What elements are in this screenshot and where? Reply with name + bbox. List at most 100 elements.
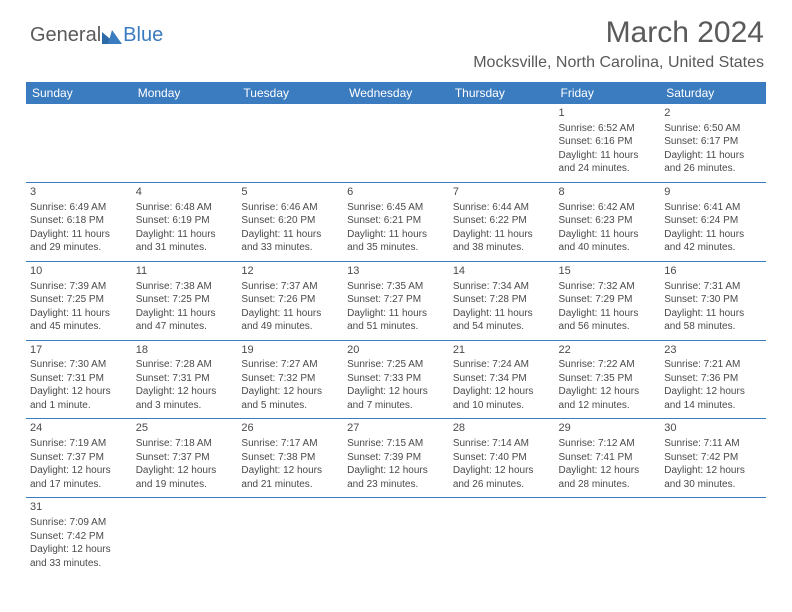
brand-logo: General Blue (30, 24, 163, 47)
day-day1: Daylight: 11 hours (347, 228, 445, 242)
day-sunset: Sunset: 7:25 PM (136, 293, 234, 307)
day-sunset: Sunset: 6:22 PM (453, 214, 551, 228)
day-day1: Daylight: 11 hours (559, 228, 657, 242)
logo-text-general: General (30, 24, 101, 47)
calendar-cell: 3Sunrise: 6:49 AMSunset: 6:18 PMDaylight… (26, 182, 132, 261)
day-day1: Daylight: 11 hours (664, 149, 762, 163)
day-sunrise: Sunrise: 7:30 AM (30, 358, 128, 372)
day-day1: Daylight: 12 hours (241, 464, 339, 478)
day-day2: and 38 minutes. (453, 241, 551, 255)
day-day1: Daylight: 12 hours (559, 385, 657, 399)
day-day2: and 58 minutes. (664, 320, 762, 334)
day-sunset: Sunset: 7:39 PM (347, 451, 445, 465)
day-number: 10 (30, 264, 128, 279)
day-sunset: Sunset: 7:38 PM (241, 451, 339, 465)
calendar-cell: 8Sunrise: 6:42 AMSunset: 6:23 PMDaylight… (555, 182, 661, 261)
calendar-cell: 29Sunrise: 7:12 AMSunset: 7:41 PMDayligh… (555, 419, 661, 498)
day-day2: and 26 minutes. (664, 162, 762, 176)
day-sunset: Sunset: 6:20 PM (241, 214, 339, 228)
day-sunrise: Sunrise: 7:35 AM (347, 280, 445, 294)
day-day2: and 24 minutes. (559, 162, 657, 176)
day-number: 7 (453, 185, 551, 200)
day-day1: Daylight: 11 hours (559, 307, 657, 321)
day-number: 21 (453, 343, 551, 358)
calendar-cell: 15Sunrise: 7:32 AMSunset: 7:29 PMDayligh… (555, 261, 661, 340)
day-number: 16 (664, 264, 762, 279)
day-day1: Daylight: 12 hours (347, 464, 445, 478)
day-sunset: Sunset: 7:40 PM (453, 451, 551, 465)
day-sunset: Sunset: 7:31 PM (136, 372, 234, 386)
day-sunrise: Sunrise: 7:12 AM (559, 437, 657, 451)
day-sunrise: Sunrise: 7:19 AM (30, 437, 128, 451)
day-number: 28 (453, 421, 551, 436)
calendar-cell: 4Sunrise: 6:48 AMSunset: 6:19 PMDaylight… (132, 182, 238, 261)
day-sunset: Sunset: 6:19 PM (136, 214, 234, 228)
day-day1: Daylight: 12 hours (664, 464, 762, 478)
calendar-row: 17Sunrise: 7:30 AMSunset: 7:31 PMDayligh… (26, 340, 766, 419)
day-number: 9 (664, 185, 762, 200)
day-day1: Daylight: 11 hours (241, 228, 339, 242)
day-day2: and 29 minutes. (30, 241, 128, 255)
calendar-cell: 9Sunrise: 6:41 AMSunset: 6:24 PMDaylight… (660, 182, 766, 261)
day-sunrise: Sunrise: 7:39 AM (30, 280, 128, 294)
day-sunrise: Sunrise: 7:31 AM (664, 280, 762, 294)
day-number: 3 (30, 185, 128, 200)
day-day2: and 12 minutes. (559, 399, 657, 413)
calendar-cell (449, 104, 555, 182)
calendar-cell (237, 498, 343, 576)
day-sunset: Sunset: 6:16 PM (559, 135, 657, 149)
calendar-cell (343, 498, 449, 576)
day-sunrise: Sunrise: 6:44 AM (453, 201, 551, 215)
day-header: Sunday (26, 82, 132, 104)
day-sunset: Sunset: 7:30 PM (664, 293, 762, 307)
day-number: 1 (559, 106, 657, 121)
day-sunset: Sunset: 7:32 PM (241, 372, 339, 386)
calendar-cell: 23Sunrise: 7:21 AMSunset: 7:36 PMDayligh… (660, 340, 766, 419)
calendar-body: 1Sunrise: 6:52 AMSunset: 6:16 PMDaylight… (26, 104, 766, 576)
day-sunrise: Sunrise: 6:50 AM (664, 122, 762, 136)
calendar-cell (660, 498, 766, 576)
day-sunset: Sunset: 7:34 PM (453, 372, 551, 386)
day-sunrise: Sunrise: 7:28 AM (136, 358, 234, 372)
calendar-cell: 27Sunrise: 7:15 AMSunset: 7:39 PMDayligh… (343, 419, 449, 498)
day-number: 13 (347, 264, 445, 279)
calendar-cell: 10Sunrise: 7:39 AMSunset: 7:25 PMDayligh… (26, 261, 132, 340)
day-day2: and 45 minutes. (30, 320, 128, 334)
day-day2: and 35 minutes. (347, 241, 445, 255)
day-day1: Daylight: 11 hours (136, 307, 234, 321)
day-header: Thursday (449, 82, 555, 104)
day-day2: and 47 minutes. (136, 320, 234, 334)
day-sunrise: Sunrise: 7:32 AM (559, 280, 657, 294)
day-day1: Daylight: 11 hours (664, 228, 762, 242)
day-number: 4 (136, 185, 234, 200)
day-sunrise: Sunrise: 7:38 AM (136, 280, 234, 294)
day-number: 26 (241, 421, 339, 436)
day-day2: and 23 minutes. (347, 478, 445, 492)
day-day1: Daylight: 11 hours (453, 228, 551, 242)
day-number: 24 (30, 421, 128, 436)
day-sunset: Sunset: 6:21 PM (347, 214, 445, 228)
day-sunrise: Sunrise: 7:09 AM (30, 516, 128, 530)
day-sunrise: Sunrise: 7:25 AM (347, 358, 445, 372)
day-sunrise: Sunrise: 7:37 AM (241, 280, 339, 294)
calendar-cell: 21Sunrise: 7:24 AMSunset: 7:34 PMDayligh… (449, 340, 555, 419)
calendar-cell: 18Sunrise: 7:28 AMSunset: 7:31 PMDayligh… (132, 340, 238, 419)
day-number: 5 (241, 185, 339, 200)
day-day1: Daylight: 12 hours (453, 385, 551, 399)
day-day1: Daylight: 12 hours (30, 464, 128, 478)
day-sunset: Sunset: 6:18 PM (30, 214, 128, 228)
day-number: 12 (241, 264, 339, 279)
calendar-row: 3Sunrise: 6:49 AMSunset: 6:18 PMDaylight… (26, 182, 766, 261)
calendar-cell: 31Sunrise: 7:09 AMSunset: 7:42 PMDayligh… (26, 498, 132, 576)
day-number: 22 (559, 343, 657, 358)
day-sunrise: Sunrise: 7:22 AM (559, 358, 657, 372)
day-number: 18 (136, 343, 234, 358)
day-header: Friday (555, 82, 661, 104)
day-sunset: Sunset: 6:24 PM (664, 214, 762, 228)
day-sunset: Sunset: 7:25 PM (30, 293, 128, 307)
day-sunset: Sunset: 7:35 PM (559, 372, 657, 386)
day-number: 14 (453, 264, 551, 279)
calendar-cell (449, 498, 555, 576)
day-number: 20 (347, 343, 445, 358)
day-day1: Daylight: 11 hours (347, 307, 445, 321)
